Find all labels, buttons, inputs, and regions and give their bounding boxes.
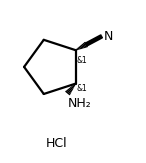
Text: HCl: HCl [45, 137, 67, 150]
Text: &1: &1 [77, 84, 87, 93]
Text: NH₂: NH₂ [68, 97, 92, 110]
Text: &1: &1 [77, 56, 87, 65]
Text: N: N [104, 30, 113, 43]
